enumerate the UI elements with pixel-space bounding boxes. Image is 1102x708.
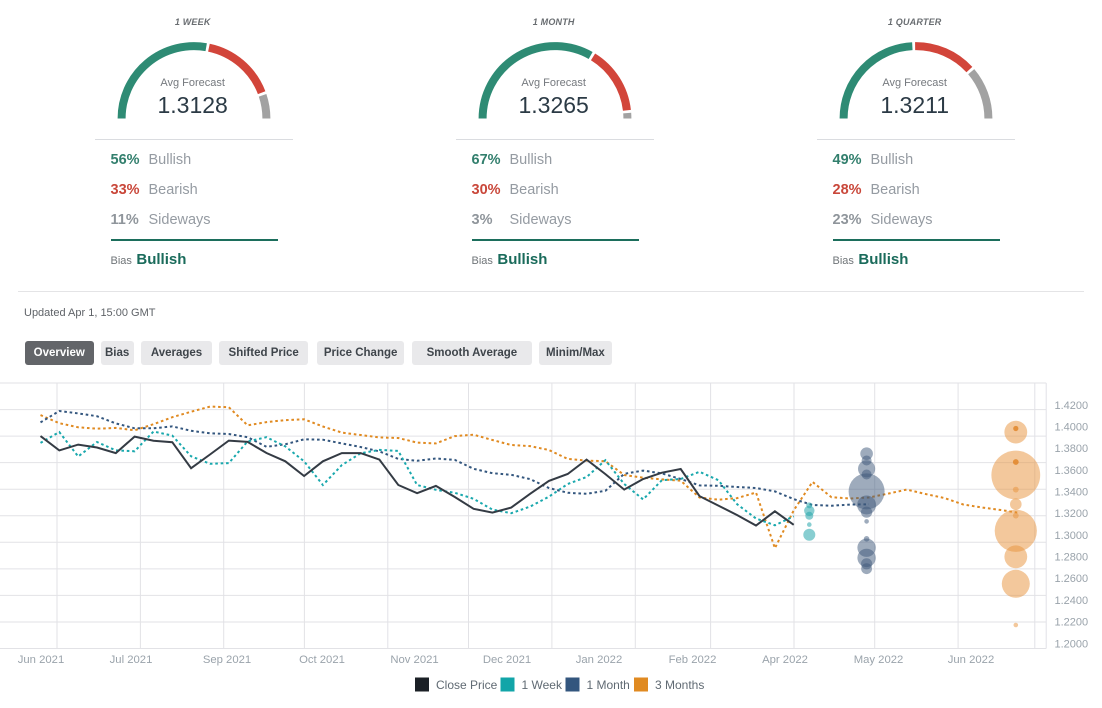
svg-text:3 Months: 3 Months xyxy=(655,678,704,692)
svg-text:1.3000: 1.3000 xyxy=(1055,530,1089,542)
svg-text:Jul 2021: Jul 2021 xyxy=(110,654,153,666)
svg-text:Jun 2021: Jun 2021 xyxy=(18,654,64,666)
svg-text:Close Price: Close Price xyxy=(436,678,498,692)
svg-text:1.2200: 1.2200 xyxy=(1055,617,1089,629)
svg-text:1.3200: 1.3200 xyxy=(1055,508,1089,520)
svg-text:Jun 2022: Jun 2022 xyxy=(948,654,994,666)
svg-text:1.4000: 1.4000 xyxy=(1055,422,1089,434)
svg-text:Sep 2021: Sep 2021 xyxy=(203,654,251,666)
svg-text:1.3800: 1.3800 xyxy=(1055,443,1089,455)
svg-text:1.3400: 1.3400 xyxy=(1055,487,1089,499)
svg-text:Oct 2021: Oct 2021 xyxy=(299,654,345,666)
svg-text:May 2022: May 2022 xyxy=(854,654,904,666)
svg-text:1.2000: 1.2000 xyxy=(1055,638,1089,650)
svg-text:1 Week: 1 Week xyxy=(522,678,563,692)
svg-text:Nov 2021: Nov 2021 xyxy=(390,654,438,666)
svg-text:1.2800: 1.2800 xyxy=(1055,552,1089,564)
svg-text:Jan 2022: Jan 2022 xyxy=(576,654,622,666)
svg-text:1.4200: 1.4200 xyxy=(1055,400,1089,412)
svg-text:1.3600: 1.3600 xyxy=(1055,465,1089,477)
svg-text:Dec 2021: Dec 2021 xyxy=(483,654,531,666)
svg-text:Apr 2022: Apr 2022 xyxy=(762,654,808,666)
svg-text:Feb 2022: Feb 2022 xyxy=(669,654,717,666)
svg-text:1 Month: 1 Month xyxy=(587,678,630,692)
svg-text:1.2600: 1.2600 xyxy=(1055,573,1089,585)
svg-text:1.2400: 1.2400 xyxy=(1055,595,1089,607)
